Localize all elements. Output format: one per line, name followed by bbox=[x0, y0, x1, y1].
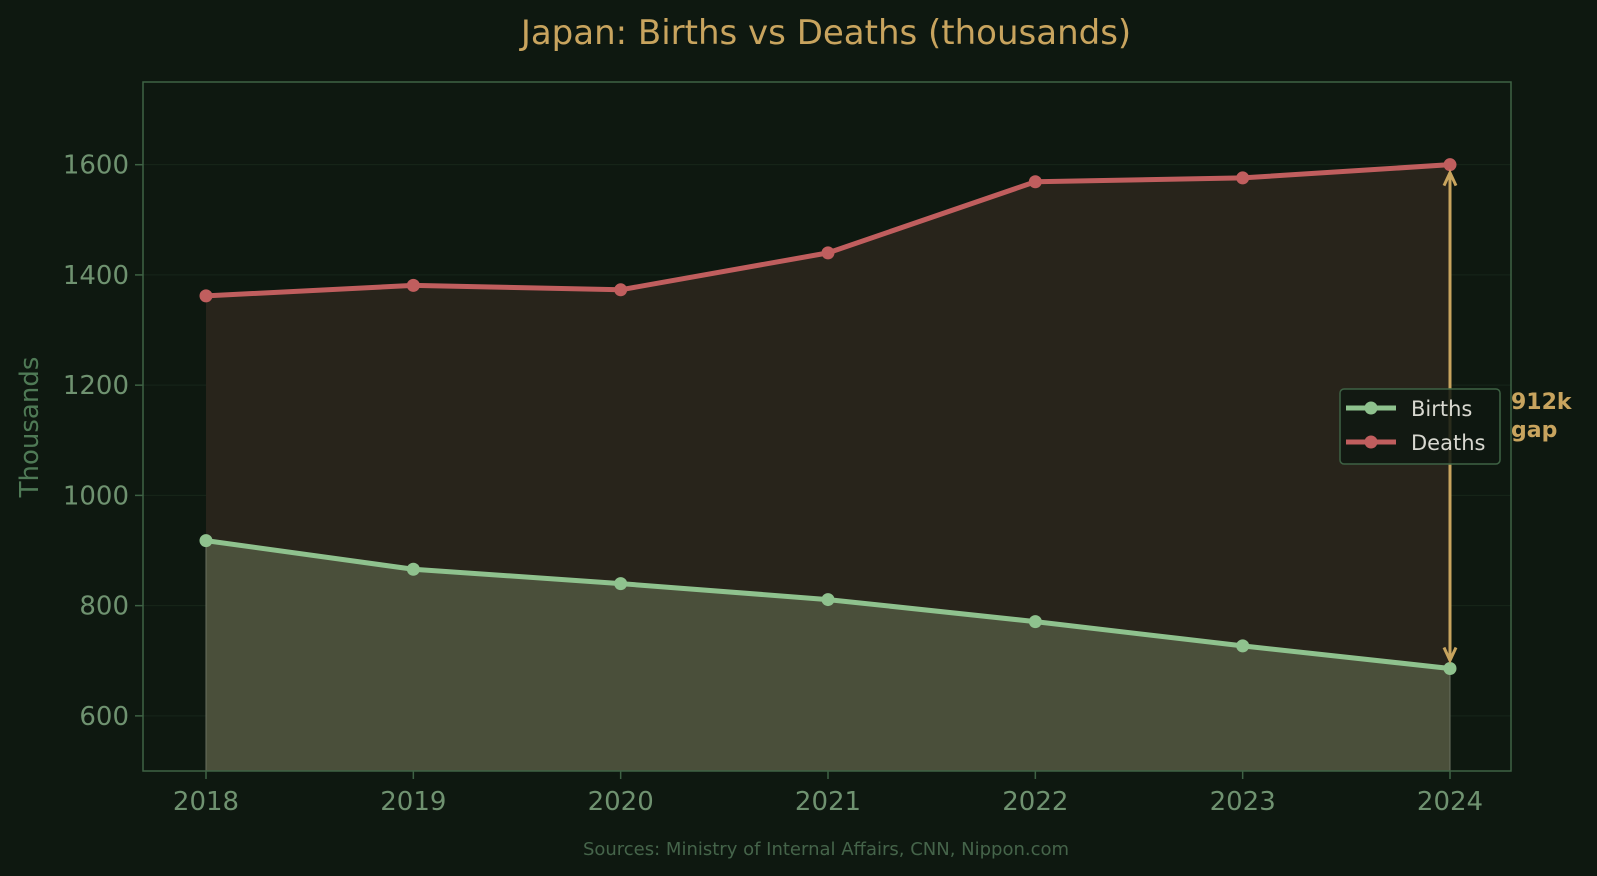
legend-label-births: Births bbox=[1411, 397, 1472, 421]
births-data-point bbox=[821, 593, 835, 607]
y-tick-label: 1600 bbox=[63, 151, 129, 181]
births-data-point bbox=[1443, 661, 1457, 675]
x-tick-label: 2023 bbox=[1210, 787, 1276, 817]
deaths-gap-fill bbox=[206, 164, 1450, 669]
births-marker-icon bbox=[1364, 401, 1378, 415]
deaths-data-point bbox=[199, 289, 213, 303]
y-axis: 600 800 1000 1200 1400 1600 bbox=[63, 151, 143, 732]
births-data-point bbox=[614, 577, 628, 591]
chart-title: Japan: Births vs Deaths (thousands) bbox=[519, 13, 1131, 53]
legend-label-deaths: Deaths bbox=[1411, 431, 1485, 455]
x-tick-label: 2020 bbox=[588, 787, 654, 817]
source-note: Sources: Ministry of Internal Affairs, C… bbox=[583, 839, 1069, 860]
axes-frame bbox=[142, 81, 1512, 772]
births-data-point bbox=[1236, 639, 1250, 653]
y-tick-label: 800 bbox=[79, 592, 129, 622]
y-tick-label: 1200 bbox=[63, 371, 129, 401]
series-lines bbox=[199, 158, 1457, 675]
legend-item-deaths: Deaths bbox=[1346, 431, 1485, 455]
deaths-marker-icon bbox=[1364, 435, 1378, 449]
legend-item-births: Births bbox=[1346, 397, 1472, 421]
deaths-data-point bbox=[821, 246, 835, 260]
gap-label-value: 912k bbox=[1511, 390, 1573, 415]
births-series bbox=[199, 534, 1457, 675]
births-data-point bbox=[1028, 615, 1042, 629]
x-tick-label: 2018 bbox=[173, 787, 239, 817]
arrow-down-icon bbox=[1442, 646, 1458, 665]
deaths-data-point bbox=[1443, 158, 1457, 172]
gap-label-text: gap bbox=[1511, 418, 1557, 443]
deaths-data-point bbox=[614, 283, 628, 297]
y-axis-label: Thousands bbox=[15, 357, 45, 499]
deaths-data-point bbox=[1028, 175, 1042, 189]
y-tick-label: 1000 bbox=[63, 481, 129, 511]
births-data-point bbox=[199, 534, 213, 548]
deaths-data-point bbox=[406, 278, 420, 292]
x-tick-label: 2024 bbox=[1417, 787, 1483, 817]
deaths-series bbox=[199, 158, 1457, 303]
births-data-point bbox=[406, 562, 420, 576]
y-tick-label: 600 bbox=[79, 702, 129, 732]
deaths-data-point bbox=[1236, 171, 1250, 185]
legend: Births Deaths bbox=[1339, 388, 1501, 465]
arrow-up-icon bbox=[1442, 169, 1458, 187]
x-axis: 2018 2019 2020 2021 2022 2023 2024 bbox=[173, 771, 1483, 817]
x-tick-label: 2019 bbox=[380, 787, 446, 817]
x-tick-label: 2021 bbox=[795, 787, 861, 817]
x-tick-label: 2022 bbox=[1002, 787, 1068, 817]
y-tick-label: 1400 bbox=[63, 261, 129, 291]
plot-area bbox=[142, 81, 1512, 772]
